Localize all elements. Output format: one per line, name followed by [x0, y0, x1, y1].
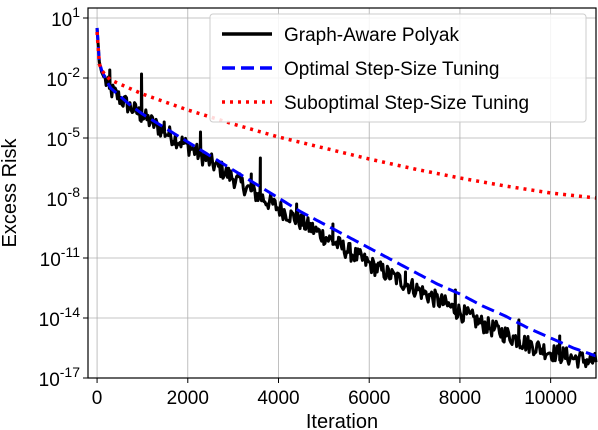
y-tick-label: 10-2 — [46, 64, 80, 91]
y-tick-exponent: -8 — [68, 184, 81, 200]
x-tick-label: 2000 — [167, 388, 209, 409]
y-tick-base: 10 — [46, 190, 67, 211]
legend-label: Suboptimal Step-Size Tuning — [284, 93, 529, 114]
x-tick-label: 10000 — [524, 388, 577, 409]
y-tick-base: 10 — [40, 250, 61, 271]
y-tick-exponent: -14 — [60, 304, 80, 320]
y-tick-label: 10-14 — [39, 304, 81, 331]
y-axis-label: Excess Risk — [0, 138, 21, 248]
y-tick-label: 10-5 — [46, 124, 80, 151]
legend: Graph-Aware Polyak Optimal Step-Size Tuni… — [209, 13, 587, 123]
y-tick-base: 10 — [46, 130, 67, 151]
legend-label: Graph-Aware Polyak — [284, 25, 459, 46]
plot-frame — [87, 7, 597, 379]
x-tick-label: 6000 — [348, 388, 390, 409]
y-tick-label: 10-8 — [46, 184, 80, 211]
y-tick-base: 10 — [39, 310, 60, 331]
y-tick-exponent: -11 — [61, 244, 80, 260]
y-tick-exponent: -17 — [60, 364, 80, 380]
y-tick-base: 10 — [51, 10, 72, 31]
y-tick-label: 101 — [51, 4, 80, 31]
x-axis-label: Iteration — [306, 411, 378, 430]
legend-label: Optimal Step-Size Tuning — [284, 59, 499, 80]
y-tick-exponent: 1 — [72, 4, 80, 20]
y-tick-label: 10-11 — [40, 244, 81, 271]
legend-box — [209, 13, 587, 123]
y-tick-label: 10-17 — [39, 364, 81, 391]
x-tick-label: 0 — [92, 388, 103, 409]
x-tick-label: 8000 — [439, 388, 481, 409]
series-line-graph-aware-polyak — [95, 27, 598, 369]
y-tick-base: 10 — [39, 370, 60, 391]
y-tick-base: 10 — [46, 70, 67, 91]
x-axis: 0 2000 4000 6000 8000 10000 — [92, 378, 577, 409]
x-tick-label: 4000 — [257, 388, 299, 409]
y-tick-exponent: -2 — [68, 64, 81, 80]
y-tick-exponent: -5 — [68, 124, 81, 140]
series-layer — [95, 27, 598, 369]
